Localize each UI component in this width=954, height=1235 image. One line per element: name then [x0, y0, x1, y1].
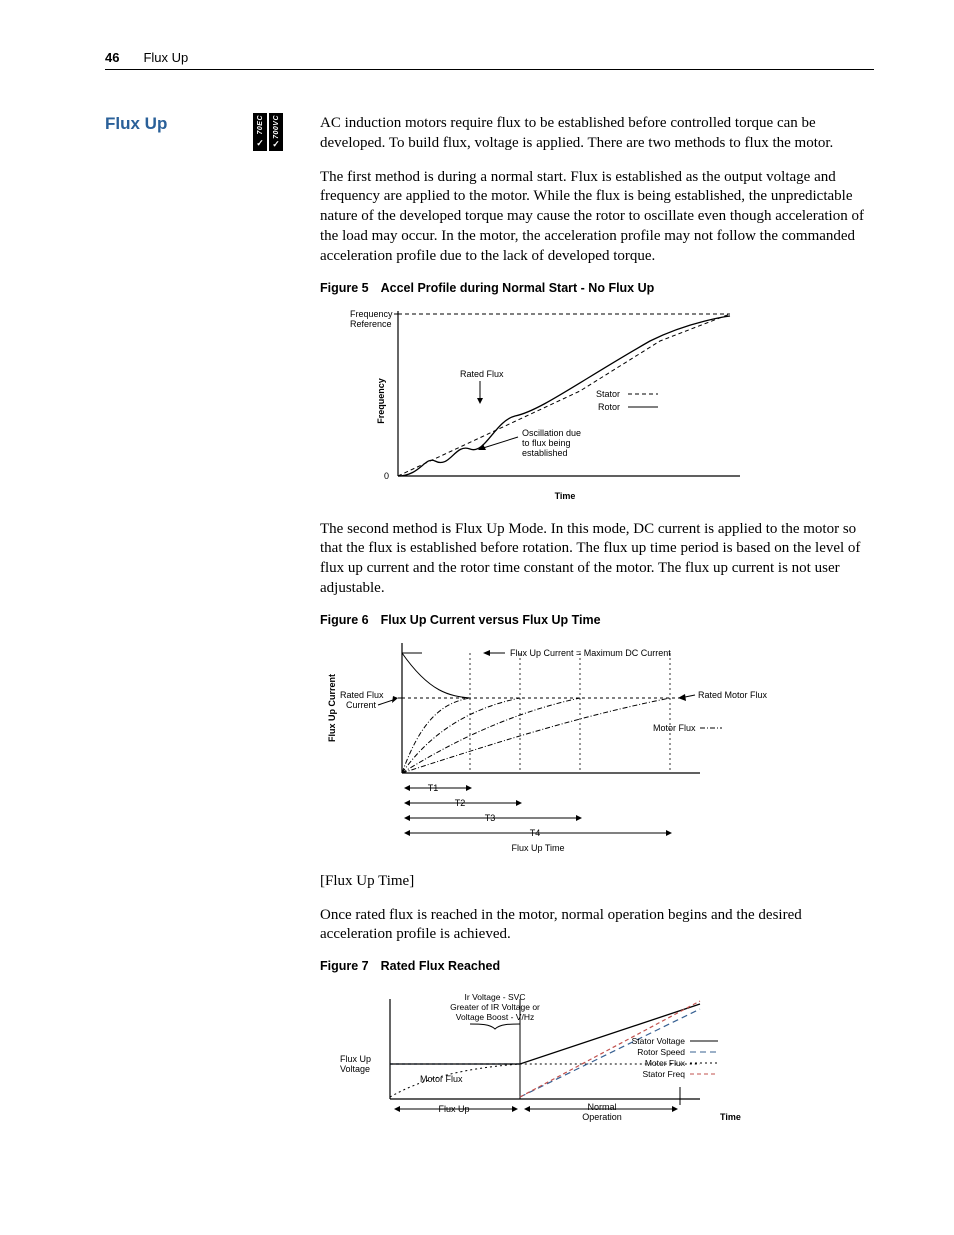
fig7-left2: Voltage — [340, 1064, 370, 1074]
figure-5-caption: Figure 5 Accel Profile during Normal Star… — [320, 281, 874, 295]
badge-strip: 70EC ✓ 700VC ✓ — [253, 113, 283, 151]
figure-number: Figure 6 — [320, 613, 369, 627]
fig7-fluxup: Flux Up — [438, 1104, 469, 1114]
fig5-freq1: Frequency — [350, 309, 393, 319]
paragraph-4: Once rated flux is reached in the motor,… — [320, 906, 874, 946]
running-title: Flux Up — [143, 50, 188, 65]
badge-label: 70EC — [257, 115, 264, 135]
check-icon: ✓ — [272, 139, 280, 150]
badge-label: 700VC — [273, 115, 280, 139]
fig7-xaxis: Time — [720, 1112, 741, 1122]
paragraph-2: The first method is during a normal star… — [320, 168, 874, 267]
fig5-zero: 0 — [384, 471, 389, 481]
figure-title: Flux Up Current versus Flux Up Time — [381, 613, 601, 627]
fig6-mf: Motor Flux — [653, 723, 696, 733]
fig5-osc3: established — [522, 448, 568, 458]
fig7-normal2: Operation — [582, 1112, 622, 1122]
page: 46 Flux Up 70EC ✓ 700VC ✓ Flux Up AC ind… — [0, 0, 954, 1235]
fig5-freq2: Reference — [350, 319, 392, 329]
running-header: 46 Flux Up — [105, 50, 874, 70]
figure-5: Frequency Reference 0 Frequency Time Rat… — [320, 301, 874, 506]
page-number: 46 — [105, 50, 119, 65]
figure-number: Figure 5 — [320, 281, 369, 295]
fig5-ratedflux: Rated Flux — [460, 369, 504, 379]
figure-title: Accel Profile during Normal Start - No F… — [381, 281, 655, 295]
fig6-top: Flux Up Current = Maximum DC Current — [510, 648, 671, 658]
fig7-note1: Ir Voltage - SVC — [465, 992, 526, 1002]
fig6-t1: T1 — [428, 783, 439, 793]
fig6-t4: T4 — [530, 828, 541, 838]
fig7-mf: Motor Flux — [420, 1074, 463, 1084]
content-row: Flux Up AC induction motors require flux… — [105, 114, 874, 1148]
fig7-leg-mf: Motor Flux — [645, 1058, 686, 1068]
left-column: Flux Up — [105, 114, 320, 1148]
figure-6: Rated Flux Current Flux Up Current Flux … — [320, 633, 874, 858]
fig5-xaxis: Time — [555, 491, 576, 501]
figure-number: Figure 7 — [320, 959, 369, 973]
fig7-leg-rs: Rotor Speed — [637, 1047, 685, 1057]
fig7-note3: Voltage Boost - V/Hz — [456, 1012, 534, 1022]
figure-7: Flux Up Voltage Ir Voltage - SVC Greater… — [320, 979, 874, 1134]
paragraph-1: AC induction motors require flux to be e… — [320, 114, 874, 154]
fig6-t3: T3 — [485, 813, 496, 823]
fig7-left1: Flux Up — [340, 1054, 371, 1064]
fig5-yaxis: Frequency — [376, 378, 386, 424]
figure-title: Rated Flux Reached — [381, 959, 500, 973]
fig7-normal1: Normal — [587, 1102, 616, 1112]
fig6-yaxis: Flux Up Current — [327, 674, 337, 742]
check-icon: ✓ — [256, 138, 264, 149]
fig7-leg-sf: Stator Freq — [642, 1069, 685, 1079]
figure-7-caption: Figure 7 Rated Flux Reached — [320, 959, 874, 973]
badge-700vc: 700VC ✓ — [269, 113, 283, 151]
fig5-osc2: to flux being — [522, 438, 571, 448]
fig6-xaxis: Flux Up Time — [511, 843, 564, 853]
fig7-leg-sv: Stator Voltage — [632, 1036, 686, 1046]
fig6-rf2: Current — [346, 700, 377, 710]
fig7-note2: Greater of IR Voltage or — [450, 1002, 540, 1012]
fig5-legend-rotor: Rotor — [598, 402, 620, 412]
fig5-osc1: Oscillation due — [522, 428, 581, 438]
fig6-rmf: Rated Motor Flux — [698, 690, 768, 700]
figure-6-caption: Figure 6 Flux Up Current versus Flux Up T… — [320, 613, 874, 627]
bracket-line: [Flux Up Time] — [320, 872, 874, 892]
fig6-rf1: Rated Flux — [340, 690, 384, 700]
fig5-legend-stator: Stator — [596, 389, 620, 399]
right-column: AC induction motors require flux to be e… — [320, 114, 874, 1148]
paragraph-3: The second method is Flux Up Mode. In th… — [320, 520, 874, 599]
fig6-t2: T2 — [455, 798, 466, 808]
badge-70ec: 70EC ✓ — [253, 113, 267, 151]
section-heading: Flux Up — [105, 114, 320, 134]
